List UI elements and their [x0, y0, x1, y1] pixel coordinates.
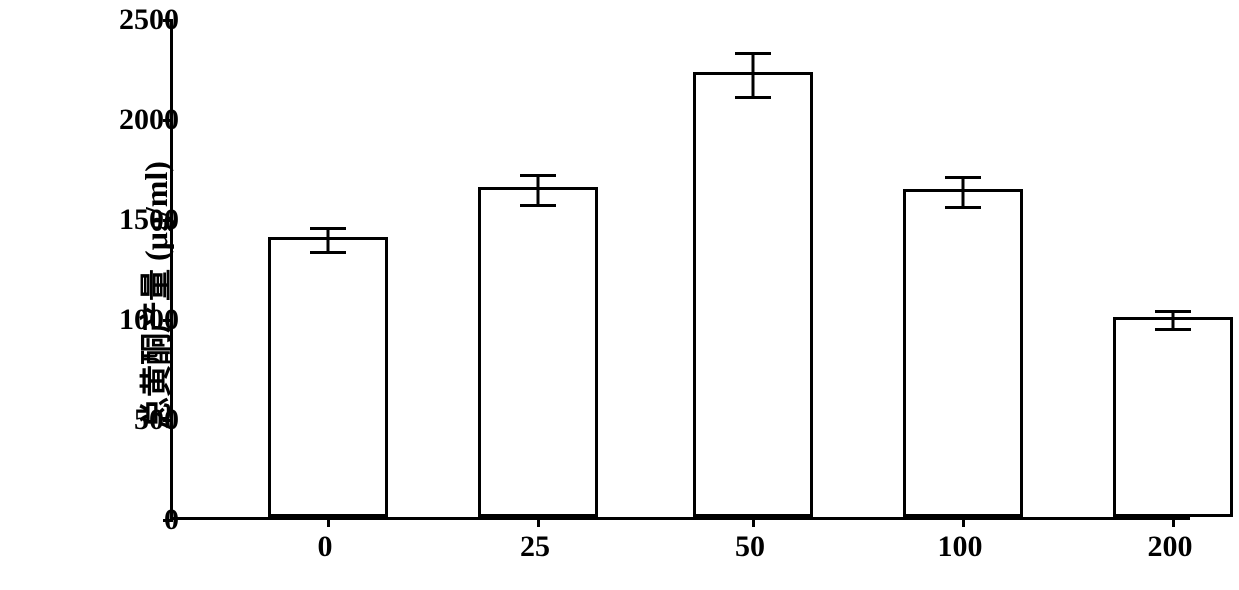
y-tick-label: 2500: [119, 3, 179, 37]
y-tick-label: 1000: [119, 303, 179, 337]
x-tick-label: 50: [735, 530, 765, 564]
chart-container: 总黄酮产量 (μg/ml) 05001000150020002500025501…: [0, 0, 1239, 590]
y-tick-label: 1500: [119, 203, 179, 237]
y-tick-label: 0: [164, 503, 179, 537]
x-tick-label: 0: [318, 530, 333, 564]
plot-area: [170, 20, 1190, 520]
x-tick-label: 25: [520, 530, 550, 564]
error-bar: [735, 20, 771, 520]
error-bar: [310, 20, 346, 520]
y-tick-label: 2000: [119, 103, 179, 137]
error-bar: [945, 20, 981, 520]
y-tick-label: 500: [134, 403, 179, 437]
error-bar: [520, 20, 556, 520]
error-bar: [1155, 20, 1191, 520]
x-tick-label: 200: [1148, 530, 1193, 564]
x-tick-label: 100: [938, 530, 983, 564]
